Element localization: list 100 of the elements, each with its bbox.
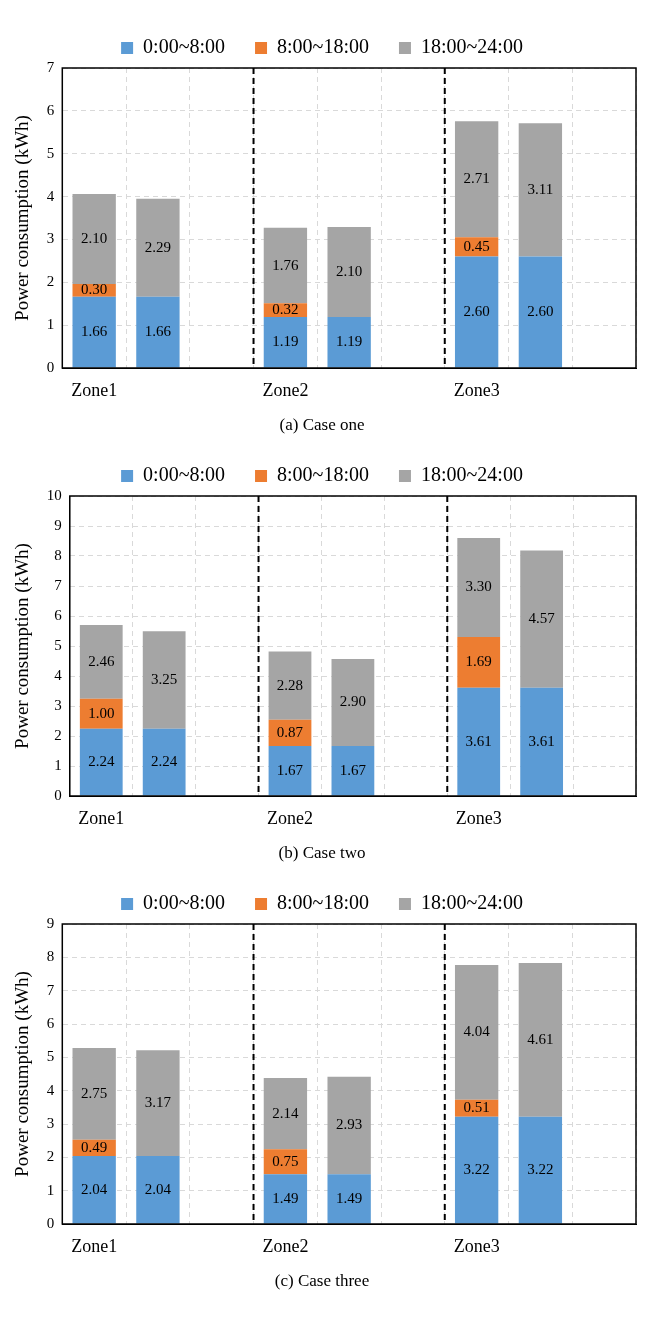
bar [327, 317, 371, 368]
y-tick-label: 6 [54, 606, 63, 623]
y-tick-label: 9 [54, 516, 62, 533]
y-tick-label: 3 [54, 696, 62, 713]
x-tick-label: Zone2 [262, 379, 309, 400]
y-axis-title: Power consumption (kWh) [11, 115, 34, 321]
bar [142, 631, 186, 729]
text: (b) Case two [278, 843, 366, 863]
data-label: 0.30 [81, 281, 108, 298]
y-tick-label: 7 [46, 58, 55, 75]
bar [79, 728, 123, 796]
bar [136, 1156, 180, 1224]
bar [518, 1116, 563, 1224]
bar [136, 296, 180, 368]
data-label: 1.19 [272, 333, 299, 350]
data-label: 3.22 [463, 1161, 490, 1178]
bar [454, 256, 499, 368]
bar [263, 1174, 308, 1224]
data-label: 3.22 [527, 1161, 554, 1178]
y-tick-label: 1 [46, 1181, 55, 1198]
bar [327, 227, 371, 317]
bar [136, 1050, 180, 1156]
data-label: 1.00 [88, 704, 115, 721]
legend-label: 8:00~18:00 [277, 35, 369, 58]
y-tick-label: 0 [54, 786, 62, 803]
data-label: 3.11 [527, 180, 554, 197]
x-tick-label: Zone3 [453, 379, 500, 400]
x-tick-label: Zone1 [78, 807, 125, 828]
bar [520, 687, 564, 796]
x-tick-label: Zone3 [453, 1235, 500, 1256]
y-tick-label: 10 [46, 486, 62, 503]
data-label: 3.17 [144, 1094, 172, 1111]
bar [79, 625, 123, 699]
data-label: 1.76 [272, 256, 300, 273]
data-label: 0.49 [81, 1138, 108, 1155]
data-label: 2.24 [88, 753, 115, 770]
data-label: 1.67 [339, 761, 367, 778]
y-tick-label: 8 [46, 948, 55, 965]
data-label: 2.04 [81, 1180, 108, 1197]
bar [327, 1076, 371, 1175]
bar [457, 687, 501, 796]
legend-label: 18:00~24:00 [420, 35, 523, 58]
y-tick-label: 2 [54, 726, 62, 743]
data-label: 4.61 [527, 1030, 554, 1047]
x-tick-label: Zone1 [71, 379, 118, 400]
y-tick-label: 0 [46, 1214, 55, 1231]
data-label: 2.10 [336, 262, 363, 279]
y-tick-label: 0 [46, 358, 55, 375]
bar [79, 698, 123, 729]
x-tick-label: Zone1 [71, 1235, 118, 1256]
x-tick-label: Zone3 [455, 807, 502, 828]
bar [142, 728, 186, 796]
data-label: 2.75 [81, 1084, 108, 1101]
bar [136, 198, 180, 297]
data-label: 2.60 [463, 302, 490, 319]
bar [454, 121, 499, 238]
data-label: 2.14 [272, 1104, 300, 1121]
bar [457, 538, 501, 637]
legend-label: 0:00~8:00 [143, 35, 226, 58]
y-tick-label: 1 [54, 756, 62, 773]
bar [520, 550, 564, 688]
y-axis-title: Power consumption (kWh) [11, 971, 34, 1177]
data-label: 3.61 [465, 732, 492, 749]
data-label: 1.49 [336, 1189, 363, 1206]
y-tick-label: 9 [46, 914, 55, 931]
data-label: 2.29 [144, 238, 172, 255]
legend-label: 0:00~8:00 [143, 463, 226, 486]
data-label: 2.46 [88, 652, 115, 669]
bar [327, 1174, 371, 1224]
data-label: 1.19 [336, 333, 363, 350]
text: (a) Case one [279, 415, 365, 435]
data-label: 1.67 [276, 761, 304, 778]
data-label: 1.69 [465, 653, 492, 670]
data-label: 3.25 [151, 670, 178, 687]
data-label: 4.04 [463, 1023, 491, 1040]
y-tick-label: 3 [46, 230, 55, 247]
y-tick-label: 5 [54, 636, 62, 653]
data-label: 2.71 [463, 170, 490, 187]
bar [331, 658, 375, 746]
y-tick-label: 6 [46, 101, 55, 118]
data-label: 3.30 [465, 578, 492, 595]
data-label: 0.87 [276, 723, 304, 740]
data-label: 3.61 [528, 732, 555, 749]
y-tick-label: 5 [46, 144, 55, 161]
bar [72, 194, 116, 284]
data-label: 4.57 [528, 610, 556, 627]
y-tick-label: 6 [46, 1014, 55, 1031]
data-label: 0.51 [463, 1099, 490, 1116]
bar [457, 637, 501, 688]
data-label: 2.04 [144, 1180, 172, 1197]
text: (c) Case three [274, 1271, 370, 1291]
data-label: 1.66 [81, 323, 108, 340]
y-axis-title: Power consumption (kWh) [11, 543, 34, 749]
bar [518, 963, 563, 1117]
data-label: 0.75 [272, 1152, 299, 1169]
bar [263, 227, 308, 304]
bar [72, 296, 116, 368]
bar [263, 1078, 308, 1150]
y-tick-label: 4 [54, 666, 63, 683]
y-tick-label: 1 [46, 316, 55, 333]
